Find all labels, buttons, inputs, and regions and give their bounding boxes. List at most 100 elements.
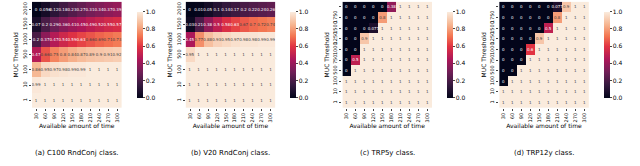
svg-text:1: 1 <box>215 67 218 72</box>
svg-text:1: 1 <box>489 100 495 103</box>
svg-text:2000: 2000 <box>22 2 28 15</box>
svg-text:MUC Threshold: MUC Threshold <box>166 32 173 77</box>
svg-text:1: 1 <box>233 67 236 72</box>
svg-text:0.98: 0.98 <box>59 67 68 72</box>
svg-text:1: 1 <box>399 57 402 62</box>
svg-text:Available amount of time: Available amount of time <box>350 122 426 129</box>
svg-text:1: 1 <box>390 68 393 73</box>
svg-text:300: 300 <box>424 113 430 123</box>
svg-text:0.12: 0.12 <box>50 7 59 12</box>
svg-text:60: 60 <box>196 113 202 119</box>
svg-text:300: 300 <box>267 113 273 123</box>
svg-text:0.73: 0.73 <box>113 37 122 42</box>
svg-text:0.71: 0.71 <box>104 37 113 42</box>
svg-text:90: 90 <box>361 113 367 119</box>
svg-text:0.2: 0.2 <box>146 77 156 84</box>
svg-text:1: 1 <box>269 82 272 87</box>
svg-text:0: 0 <box>538 26 541 31</box>
svg-text:1: 1 <box>71 98 74 103</box>
svg-text:0.92: 0.92 <box>113 52 122 57</box>
svg-text:0.59: 0.59 <box>68 37 77 42</box>
svg-text:1: 1 <box>98 67 101 72</box>
svg-text:1: 1 <box>426 68 429 73</box>
svg-text:0.27: 0.27 <box>77 7 86 12</box>
svg-text:1: 1 <box>417 47 420 52</box>
svg-text:0.99: 0.99 <box>32 82 41 87</box>
svg-text:0.2: 0.2 <box>33 37 40 42</box>
svg-text:1: 1 <box>565 100 568 105</box>
svg-text:1: 1 <box>583 57 586 62</box>
svg-text:500: 500 <box>176 49 182 59</box>
svg-text:0.24: 0.24 <box>257 7 266 12</box>
svg-text:1500: 1500 <box>22 17 28 30</box>
svg-text:30: 30 <box>187 113 193 119</box>
svg-text:1: 1 <box>529 57 532 62</box>
svg-text:0: 0 <box>345 15 348 20</box>
svg-text:1: 1 <box>408 57 411 62</box>
svg-text:1: 1 <box>98 82 101 87</box>
svg-text:0.99: 0.99 <box>266 37 275 42</box>
svg-text:1: 1 <box>520 79 523 84</box>
svg-text:1: 1 <box>372 89 375 94</box>
svg-text:30: 30 <box>500 113 506 119</box>
svg-text:1: 1 <box>251 98 254 103</box>
svg-text:1: 1 <box>381 47 384 52</box>
svg-text:0.056: 0.056 <box>39 7 51 12</box>
svg-text:1: 1 <box>583 100 586 105</box>
svg-text:1: 1 <box>583 26 586 31</box>
svg-text:240: 240 <box>563 113 569 123</box>
svg-text:1: 1 <box>399 100 402 105</box>
svg-text:1: 1 <box>242 98 245 103</box>
svg-text:Available amount of time: Available amount of time <box>193 122 269 129</box>
svg-text:0.63: 0.63 <box>77 37 86 42</box>
svg-text:0.38: 0.38 <box>387 4 396 9</box>
svg-text:1: 1 <box>565 89 568 94</box>
svg-text:0.077: 0.077 <box>368 26 380 31</box>
svg-text:0.37: 0.37 <box>104 7 113 12</box>
svg-text:0.18: 0.18 <box>59 7 68 12</box>
svg-text:(a) C100 RndConj class.: (a) C100 RndConj class. <box>35 149 119 157</box>
svg-text:1: 1 <box>583 47 586 52</box>
svg-text:1: 1 <box>381 26 384 31</box>
svg-text:0.99: 0.99 <box>68 67 77 72</box>
svg-text:1: 1 <box>538 68 541 73</box>
svg-text:1: 1 <box>354 89 357 94</box>
svg-text:0: 0 <box>345 68 348 73</box>
svg-text:0: 0 <box>502 47 505 52</box>
svg-text:1000: 1000 <box>489 42 495 55</box>
svg-text:0: 0 <box>547 4 550 9</box>
svg-text:240: 240 <box>249 113 255 123</box>
svg-text:0.23: 0.23 <box>68 7 77 12</box>
svg-text:1: 1 <box>363 89 366 94</box>
svg-text:0.45: 0.45 <box>77 22 86 27</box>
svg-text:1.0: 1.0 <box>299 8 309 15</box>
svg-text:1: 1 <box>206 82 209 87</box>
svg-text:1: 1 <box>260 98 263 103</box>
svg-text:1: 1 <box>399 68 402 73</box>
svg-text:1: 1 <box>426 100 429 105</box>
svg-text:1: 1 <box>98 98 101 103</box>
svg-text:0: 0 <box>520 57 523 62</box>
svg-text:0: 0 <box>511 57 514 62</box>
svg-text:0.36: 0.36 <box>59 22 68 27</box>
svg-text:1: 1 <box>224 82 227 87</box>
svg-text:0: 0 <box>520 4 523 9</box>
svg-text:1: 1 <box>206 67 209 72</box>
svg-text:0.8: 0.8 <box>60 52 67 57</box>
svg-text:0.39: 0.39 <box>113 7 122 12</box>
svg-text:0.88: 0.88 <box>203 37 212 42</box>
svg-text:10: 10 <box>332 88 338 94</box>
svg-text:90: 90 <box>205 113 211 119</box>
svg-text:0.29: 0.29 <box>50 22 59 27</box>
svg-text:1: 1 <box>390 26 393 31</box>
svg-text:0.98: 0.98 <box>239 37 248 42</box>
svg-text:0: 0 <box>511 36 514 41</box>
svg-text:90: 90 <box>518 113 524 119</box>
svg-text:0.63: 0.63 <box>230 22 239 27</box>
svg-text:120: 120 <box>60 113 66 123</box>
svg-text:0: 0 <box>502 4 505 9</box>
svg-text:0.8: 0.8 <box>146 25 156 32</box>
svg-text:1: 1 <box>224 67 227 72</box>
svg-text:1: 1 <box>556 89 559 94</box>
svg-text:1: 1 <box>260 82 263 87</box>
